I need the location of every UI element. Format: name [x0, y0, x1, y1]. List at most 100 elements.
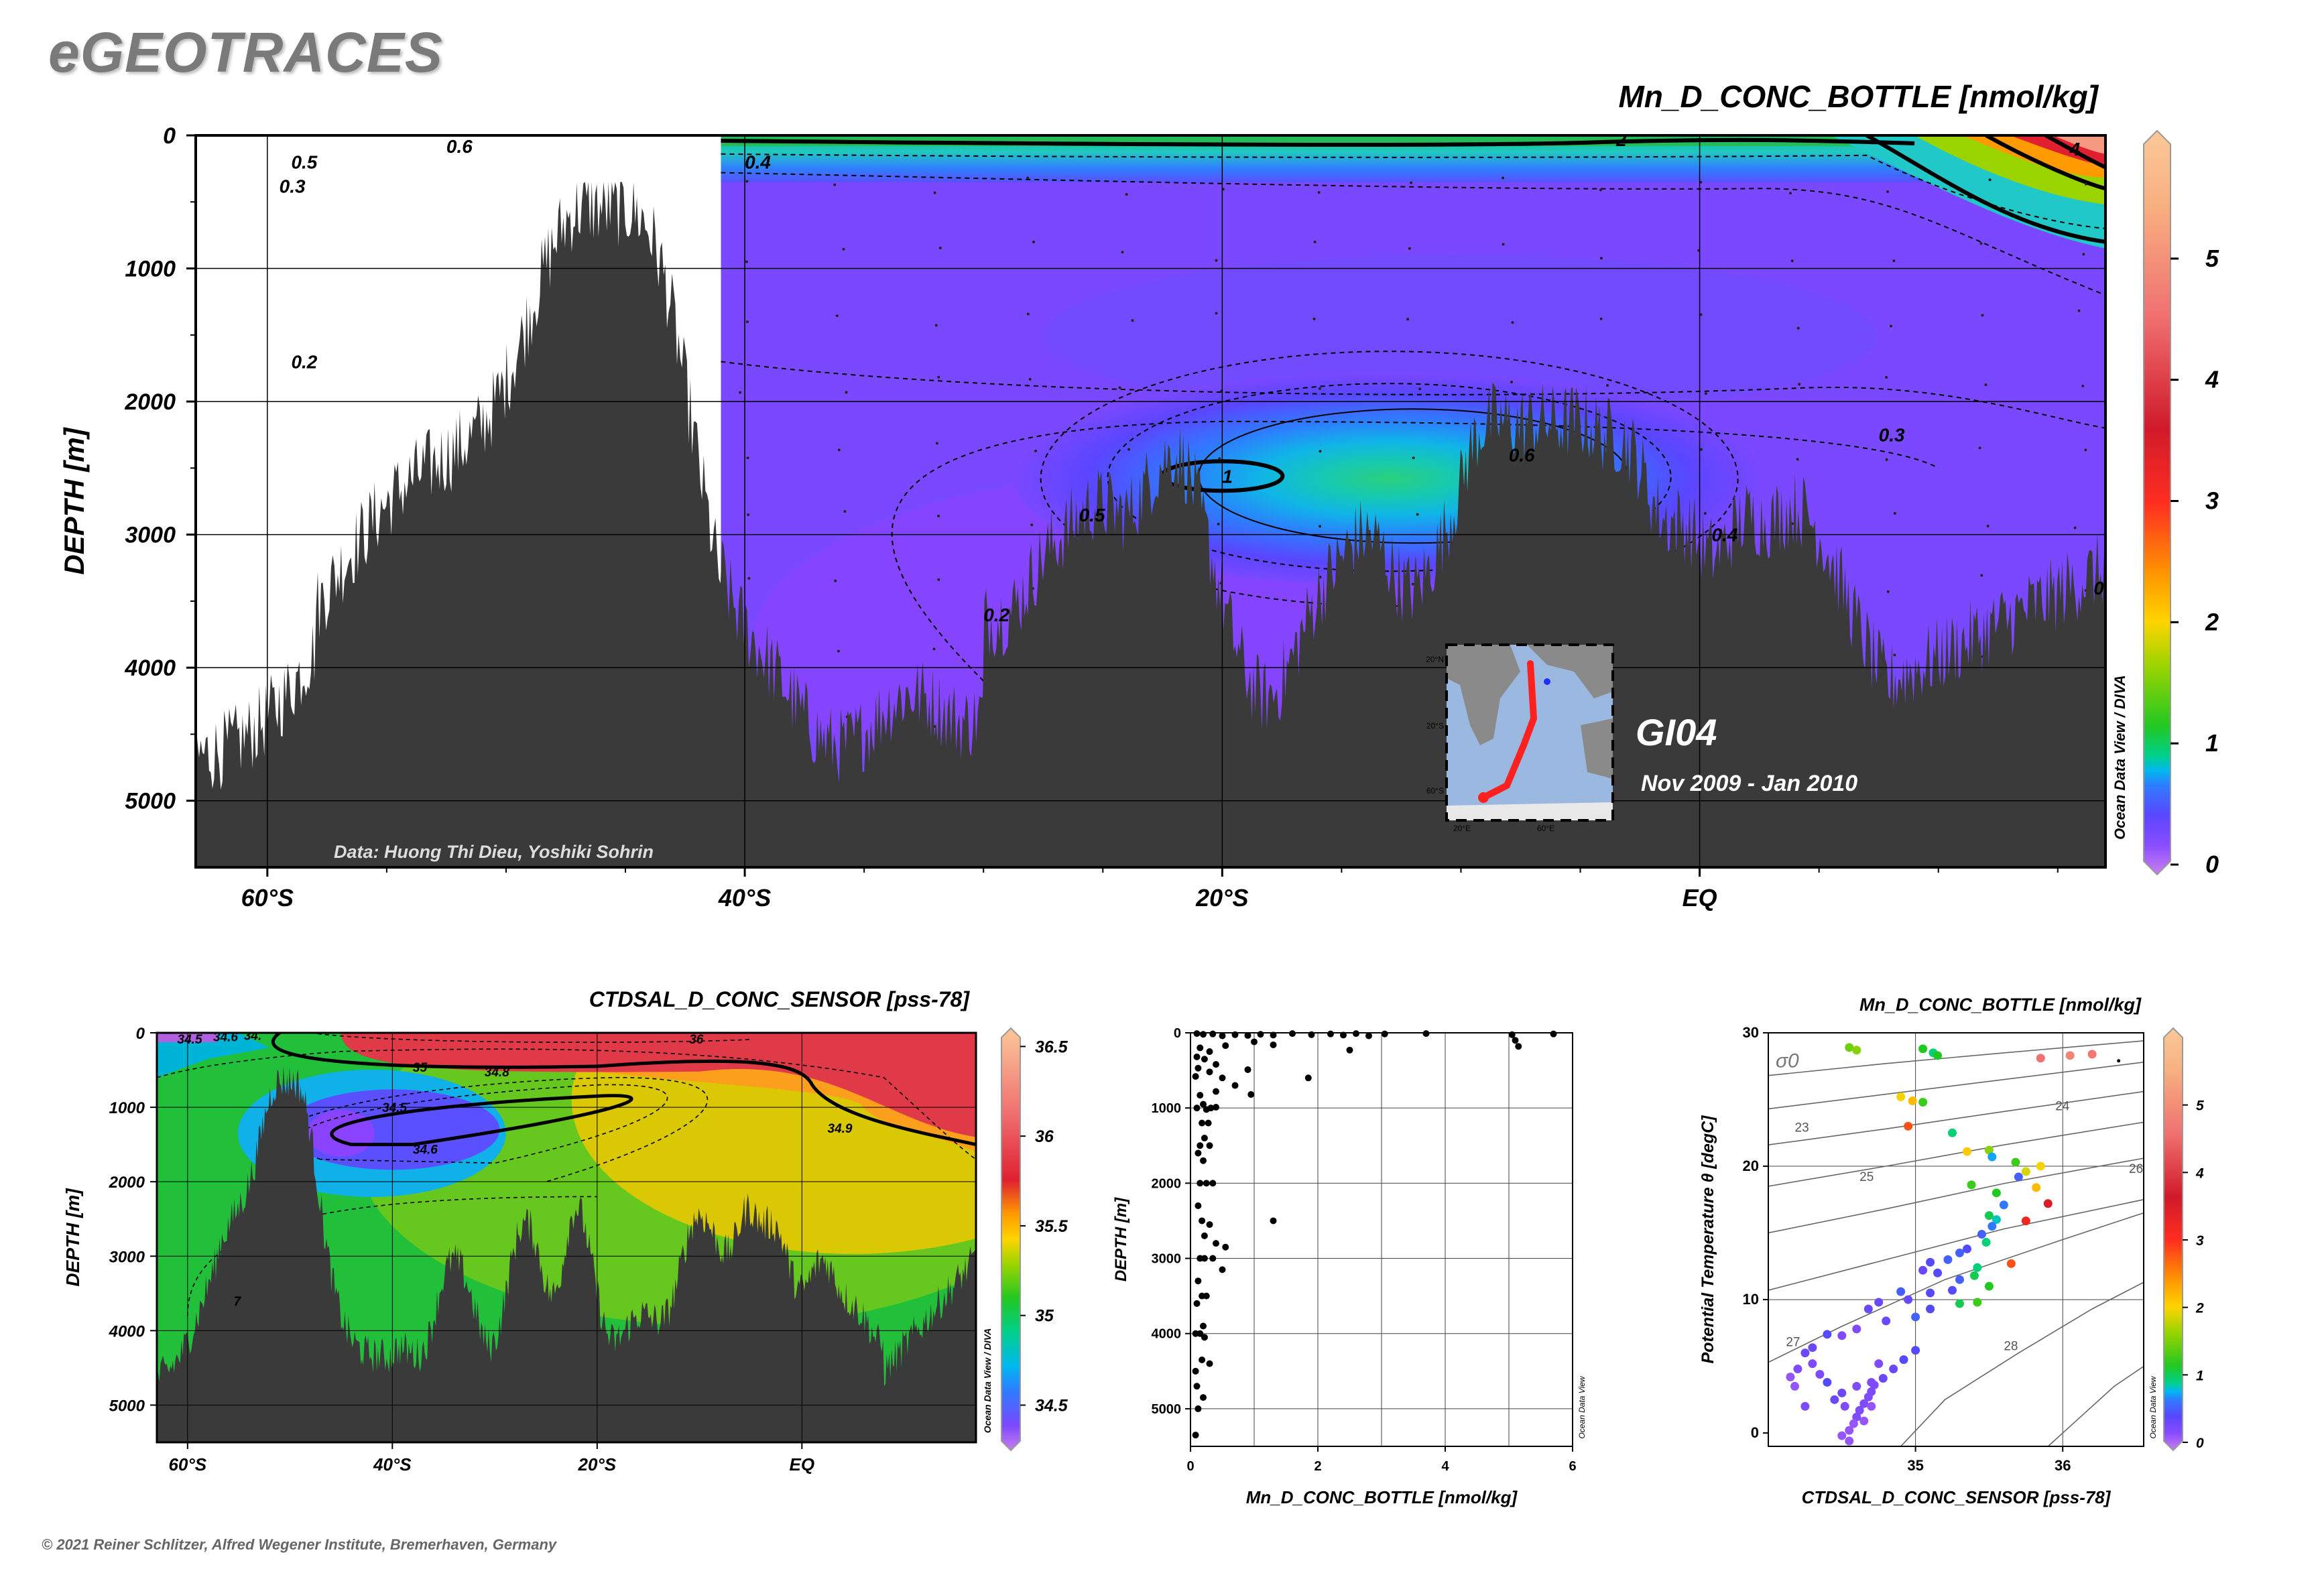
inset-lat-label: 20°N [1426, 655, 1444, 664]
data-point [1926, 1257, 1935, 1267]
data-point [1992, 1215, 2001, 1225]
contour-label: 2 [1615, 129, 1627, 150]
colorbar-body [2143, 129, 2171, 876]
x-tick-label: 20°S [1195, 884, 1248, 912]
sample-dot [1218, 457, 1221, 460]
colorbar-tick-label: 3 [2205, 487, 2219, 515]
sample-dot [1127, 448, 1131, 451]
colorbar-tick-label: 2 [2205, 608, 2219, 635]
sample-dot [1599, 317, 1603, 320]
data-point [1222, 1042, 1229, 1050]
isopycnal-line [1900, 1281, 2144, 1446]
sample-dot [2073, 526, 2077, 529]
data-point [1244, 1031, 1251, 1039]
data-point [1206, 1142, 1213, 1149]
data-point [1201, 1135, 1208, 1142]
sample-dot [1317, 191, 1321, 194]
sample-dot [932, 647, 936, 651]
data-point [1911, 1312, 1920, 1322]
data-point [1192, 1432, 1199, 1439]
data-point [1808, 1343, 1817, 1353]
data-point [1867, 1401, 1876, 1411]
data-point [1984, 1145, 1994, 1155]
y-tick-label: 0 [136, 1025, 145, 1043]
inset-lat-label: 20°S [1426, 721, 1444, 731]
data-point [1845, 1043, 1854, 1052]
sample-dot [739, 391, 742, 394]
contour-label: 34.8 [485, 1066, 509, 1080]
sample-dot [1885, 376, 1888, 379]
sample-dot [1408, 247, 1411, 250]
data-point [1200, 1031, 1207, 1038]
sample-dot [937, 375, 940, 379]
data-point [1955, 1275, 1964, 1284]
data-point [1219, 1032, 1226, 1040]
y-tick-label: 20 [1743, 1157, 1759, 1174]
sample-dot [2084, 182, 2087, 186]
data-point [1896, 1287, 1906, 1296]
colorbar-tick-label: 36.5 [1035, 1038, 1068, 1056]
data-point [1327, 1030, 1334, 1038]
contour-label: 0.5 [291, 152, 317, 173]
data-point [1206, 1360, 1213, 1367]
sample-dot [1704, 392, 1707, 395]
data-point [1863, 1392, 1873, 1401]
sample-dot [837, 649, 840, 653]
data-point [1219, 1074, 1226, 1082]
data-point [1948, 1128, 1957, 1137]
data-point [1195, 1064, 1202, 1072]
y-axis-label: DEPTH [m] [58, 426, 90, 574]
sample-dot [837, 448, 841, 452]
contour-label: 36 [689, 1033, 704, 1047]
isopycnal-line [1768, 1212, 2144, 1363]
data-point [1933, 1268, 1943, 1277]
data-point [1874, 1298, 1884, 1307]
x-tick-label: 40°S [718, 884, 771, 912]
contour-label: 1 [1222, 466, 1233, 487]
contour-label: 35 [413, 1061, 428, 1075]
contour-label: 0. [2093, 578, 2109, 599]
x-axis-label: CTDSAL_D_CONC_SENSOR [pss-78] [1802, 1487, 2112, 1507]
sample-dot [1885, 458, 1888, 461]
data-point [1353, 1030, 1359, 1038]
data-point [1550, 1030, 1557, 1038]
contour-label: 0.6 [446, 136, 473, 157]
data-point [2006, 1259, 2016, 1268]
y-tick-label: 5000 [1152, 1402, 1182, 1417]
contour-label: 0.3 [1879, 425, 1905, 446]
sample-dot [1026, 312, 1030, 316]
data-point [1200, 1157, 1207, 1164]
data-point [2065, 1051, 2075, 1060]
ts-plot-body: 23 24 25 26 27 28 σ0 [1768, 1033, 2144, 1446]
y-tick-label: 1000 [109, 1099, 145, 1117]
sample-dot [1605, 384, 1609, 387]
colorbar-tick-label: 34.5 [1035, 1396, 1068, 1415]
data-point [1365, 1032, 1372, 1040]
isopycnal-line [1768, 1062, 2144, 1110]
main-section-chart: Mn_D_CONC_BOTTLE [nmol/kg]0.60.5 0.40.30.… [58, 79, 2219, 912]
cruise-label: GI04 [1636, 711, 1717, 753]
colorbar-tick-label: 36 [1035, 1127, 1054, 1146]
data-point [1205, 1119, 1212, 1127]
data-point [1882, 1316, 1891, 1326]
inset-map: 20°N 20°S 60°S 20°E 60°E [1426, 643, 1614, 833]
data-point [1973, 1263, 1982, 1272]
isopycnal-label: 26 [2129, 1162, 2143, 1176]
contour-label: 0.5 [1079, 505, 1105, 525]
sample-dot [1890, 324, 1893, 328]
data-point [1209, 1255, 1217, 1262]
sample-dot [1986, 524, 1990, 527]
isopycnal-line [1768, 1121, 2144, 1187]
contour-label: 4 [2069, 139, 2081, 160]
contour-label: 0.4 [1711, 525, 1737, 546]
data-point [1251, 1038, 1258, 1046]
data-point [1195, 1277, 1202, 1285]
data-point [1193, 1053, 1201, 1060]
sample-dot [2081, 384, 2085, 387]
bathymetry [157, 1066, 976, 1442]
data-point [1200, 1101, 1207, 1108]
data-point [1800, 1401, 1810, 1411]
sample-dot [746, 456, 749, 460]
ts-colorbar: 0 1 2 3 4 5 [2163, 1027, 2204, 1452]
data-point [2043, 1199, 2053, 1208]
